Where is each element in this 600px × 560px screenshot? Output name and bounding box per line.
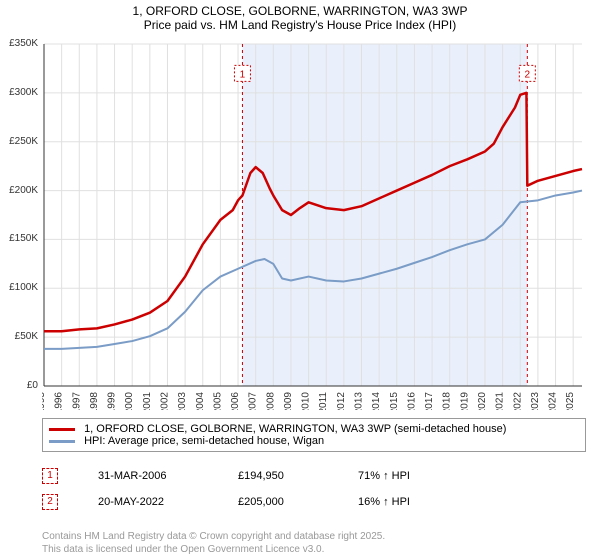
legend-item-1: 1, ORFORD CLOSE, GOLBORNE, WARRINGTON, W…	[49, 423, 579, 435]
attribution: Contains HM Land Registry data © Crown c…	[42, 530, 385, 556]
svg-text:2008: 2008	[265, 392, 276, 410]
y-axis-label: £150K	[9, 233, 38, 244]
svg-text:2023: 2023	[530, 392, 541, 410]
txn-pct-1: 71% ↑ HPI	[358, 470, 410, 482]
svg-text:2010: 2010	[301, 392, 312, 410]
svg-text:2011: 2011	[318, 392, 329, 410]
line-chart: 1995 1996 1997 1998 1999 2000 2001 2002 2003 2004…	[42, 40, 588, 410]
svg-text:2022: 2022	[512, 392, 523, 410]
legend-swatch-1	[49, 428, 75, 431]
svg-text:1997: 1997	[71, 392, 82, 410]
svg-text:2021: 2021	[495, 392, 506, 410]
svg-text:2016: 2016	[406, 392, 417, 410]
y-axis-label: £200K	[9, 185, 38, 196]
legend-label-1: 1, ORFORD CLOSE, GOLBORNE, WARRINGTON, W…	[84, 423, 506, 435]
svg-text:2018: 2018	[442, 392, 453, 410]
title-line2: Price paid vs. HM Land Registry's House …	[0, 18, 600, 32]
svg-text:2014: 2014	[371, 392, 382, 410]
svg-text:2007: 2007	[248, 392, 259, 410]
svg-text:2006: 2006	[230, 392, 241, 410]
txn-price-1: £194,950	[238, 470, 318, 482]
svg-text:2001: 2001	[142, 392, 153, 410]
y-axis-label: £100K	[9, 282, 38, 293]
svg-text:2000: 2000	[124, 392, 135, 410]
legend-label-2: HPI: Average price, semi-detached house,…	[84, 435, 324, 447]
svg-text:2004: 2004	[195, 392, 206, 410]
chart-title: 1, ORFORD CLOSE, GOLBORNE, WARRINGTON, W…	[0, 0, 600, 32]
svg-text:2003: 2003	[177, 392, 188, 410]
svg-text:2009: 2009	[283, 392, 294, 410]
svg-text:1995: 1995	[42, 392, 47, 410]
y-axis-label: £250K	[9, 136, 38, 147]
legend-box: 1, ORFORD CLOSE, GOLBORNE, WARRINGTON, W…	[42, 418, 586, 452]
y-axis-label: £0	[27, 380, 38, 391]
svg-text:2015: 2015	[389, 392, 400, 410]
chart-area: 1995 1996 1997 1998 1999 2000 2001 2002 2003 2004…	[42, 40, 588, 410]
svg-text:2013: 2013	[354, 392, 365, 410]
txn-date-1: 31-MAR-2006	[98, 470, 198, 482]
svg-text:2017: 2017	[424, 392, 435, 410]
svg-text:2020: 2020	[477, 392, 488, 410]
svg-text:2019: 2019	[459, 392, 470, 410]
txn-pct-2: 16% ↑ HPI	[358, 496, 410, 508]
legend-item-2: HPI: Average price, semi-detached house,…	[49, 435, 579, 447]
attribution-line2: This data is licensed under the Open Gov…	[42, 543, 385, 556]
svg-text:2012: 2012	[336, 392, 347, 410]
svg-text:2002: 2002	[159, 392, 170, 410]
txn-date-2: 20-MAY-2022	[98, 496, 198, 508]
y-axis-label: £350K	[9, 38, 38, 49]
y-axis-label: £50K	[15, 331, 38, 342]
txn-badge-1: 1	[42, 468, 58, 484]
txn-row-2: 2 20-MAY-2022 £205,000 16% ↑ HPI	[42, 494, 410, 510]
txn-badge-2: 2	[42, 494, 58, 510]
legend-swatch-2	[49, 440, 75, 443]
svg-text:2: 2	[525, 69, 531, 80]
y-axis-label: £300K	[9, 87, 38, 98]
attribution-line1: Contains HM Land Registry data © Crown c…	[42, 530, 385, 543]
svg-text:2025: 2025	[565, 392, 576, 410]
txn-price-2: £205,000	[238, 496, 318, 508]
svg-text:2024: 2024	[548, 392, 559, 410]
title-line1: 1, ORFORD CLOSE, GOLBORNE, WARRINGTON, W…	[0, 4, 600, 18]
svg-text:2005: 2005	[212, 392, 223, 410]
svg-text:1998: 1998	[89, 392, 100, 410]
svg-text:1: 1	[240, 69, 246, 80]
txn-row-1: 1 31-MAR-2006 £194,950 71% ↑ HPI	[42, 468, 410, 484]
svg-text:1996: 1996	[54, 392, 65, 410]
svg-text:1999: 1999	[107, 392, 118, 410]
